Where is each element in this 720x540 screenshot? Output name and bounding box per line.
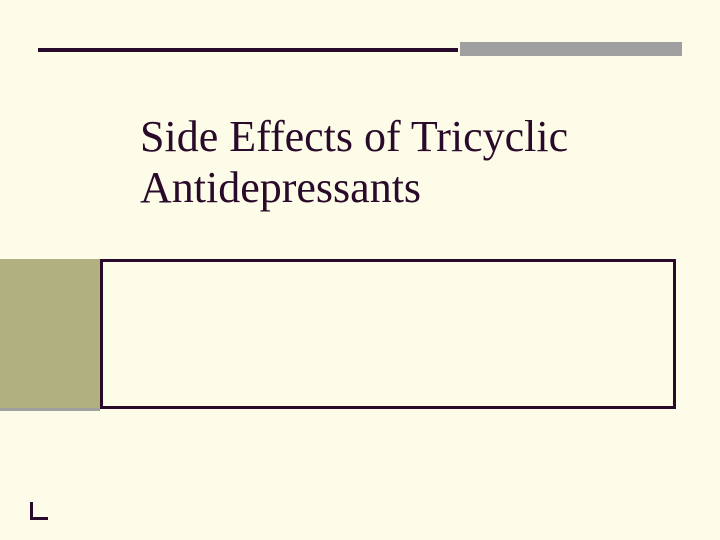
corner-mark-horizontal (30, 517, 48, 520)
content-box-frame (100, 259, 676, 409)
slide-title: Side Effects of Tricyclic Antidepressant… (140, 112, 720, 213)
top-horizontal-rule (38, 48, 458, 52)
left-olive-block (0, 259, 100, 409)
top-gray-accent-bar (460, 42, 682, 56)
left-gray-underline (0, 408, 100, 411)
